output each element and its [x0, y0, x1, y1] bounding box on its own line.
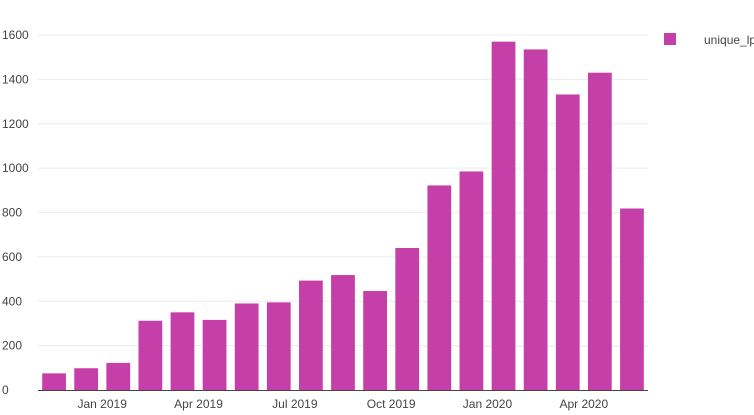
bar[interactable]: [138, 320, 163, 390]
bar[interactable]: [266, 302, 291, 390]
x-axis-tick-labels: Jan 2019 Apr 2019 Jul 2019 Oct 2019 Jan 2020…: [78, 397, 609, 411]
y-tick-label: 1600: [2, 28, 29, 42]
y-axis-tick-labels: 0 200 400 600 800 1000 1200 1400 1600: [2, 28, 29, 397]
y-tick-label: 1000: [2, 161, 29, 175]
bar[interactable]: [395, 248, 420, 390]
y-tick-label: 1200: [2, 117, 29, 131]
legend-label[interactable]: unique_lp: [704, 33, 754, 47]
bar[interactable]: [427, 185, 452, 390]
y-tick-label: 800: [2, 206, 22, 220]
x-tick-label: Jan 2020: [463, 397, 513, 411]
legend[interactable]: unique_lp: [664, 33, 754, 47]
bar[interactable]: [299, 280, 323, 390]
bar[interactable]: [491, 41, 516, 390]
bar[interactable]: [363, 291, 387, 390]
y-tick-label: 400: [2, 294, 22, 308]
y-tick-label: 1400: [2, 72, 29, 86]
x-tick-label: Jul 2019: [272, 397, 318, 411]
bar[interactable]: [587, 72, 612, 390]
bar[interactable]: [331, 275, 355, 390]
bar[interactable]: [555, 94, 580, 391]
bar[interactable]: [74, 368, 99, 390]
bar[interactable]: [170, 312, 195, 390]
y-tick-label: 200: [2, 339, 22, 353]
bar[interactable]: [42, 373, 66, 390]
bar[interactable]: [234, 303, 259, 390]
gridlines: [38, 34, 648, 347]
bar[interactable]: [202, 319, 227, 390]
bar[interactable]: [459, 171, 484, 390]
x-tick-label: Oct 2019: [367, 397, 416, 411]
bar[interactable]: [106, 362, 131, 390]
x-tick-label: Jan 2019: [78, 397, 128, 411]
y-tick-label: 600: [2, 250, 22, 264]
bar[interactable]: [523, 49, 548, 390]
y-tick-label: 0: [2, 383, 9, 397]
bars: [42, 41, 644, 391]
bar[interactable]: [620, 208, 644, 390]
legend-swatch[interactable]: [664, 33, 676, 45]
x-tick-label: Apr 2019: [174, 397, 223, 411]
x-tick-label: Apr 2020: [559, 397, 608, 411]
